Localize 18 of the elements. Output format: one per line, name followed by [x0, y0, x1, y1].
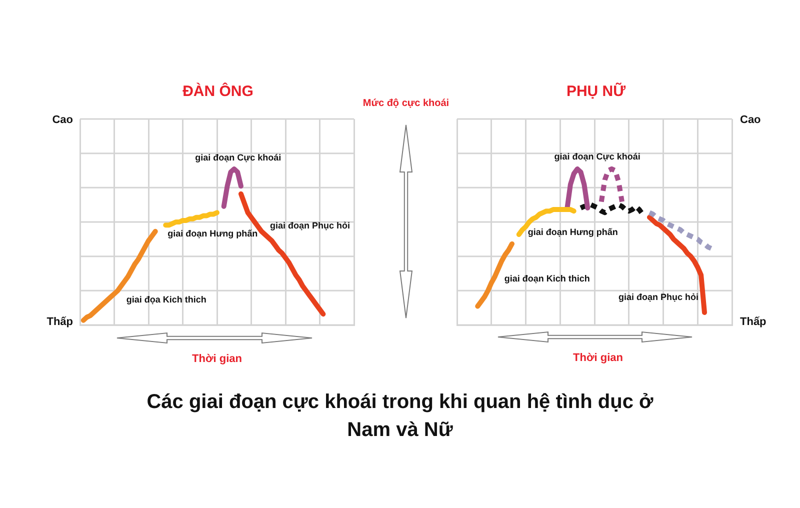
text: Thấp: [46, 315, 73, 329]
text: giai đoạn Cực khoái: [554, 151, 640, 162]
series-label: giai đoạn Kich thich: [504, 273, 590, 284]
text: Cao: [740, 113, 762, 127]
series-label: giai đoạn Phục hỏi: [270, 220, 350, 230]
x-axis-title: Thời gian: [191, 352, 243, 366]
series-label: giai đoạn Cực khoái: [195, 152, 282, 162]
series-label: giai đoạn Hưng phấn: [168, 228, 258, 239]
chart-title: PHỤ NỮ: [565, 83, 627, 101]
text: Thấp: [740, 315, 768, 329]
chart-title: ĐÀN ÔNG: [182, 83, 254, 101]
text: Cao: [51, 113, 73, 127]
series-label: giai đoạn Phục hỏi: [618, 292, 698, 302]
y-axis-title: Mức độ cực khoái: [362, 97, 450, 111]
text: Các giai đoạn cực khoái trong khi quan hệ tình dục ở Nam và Nữ: [146, 390, 654, 443]
x-axis-title: Thời gian: [572, 351, 624, 365]
series-label: giai đoạn Hưng phấn: [528, 226, 618, 237]
series-label: giai đọa Kich thich: [126, 294, 206, 305]
